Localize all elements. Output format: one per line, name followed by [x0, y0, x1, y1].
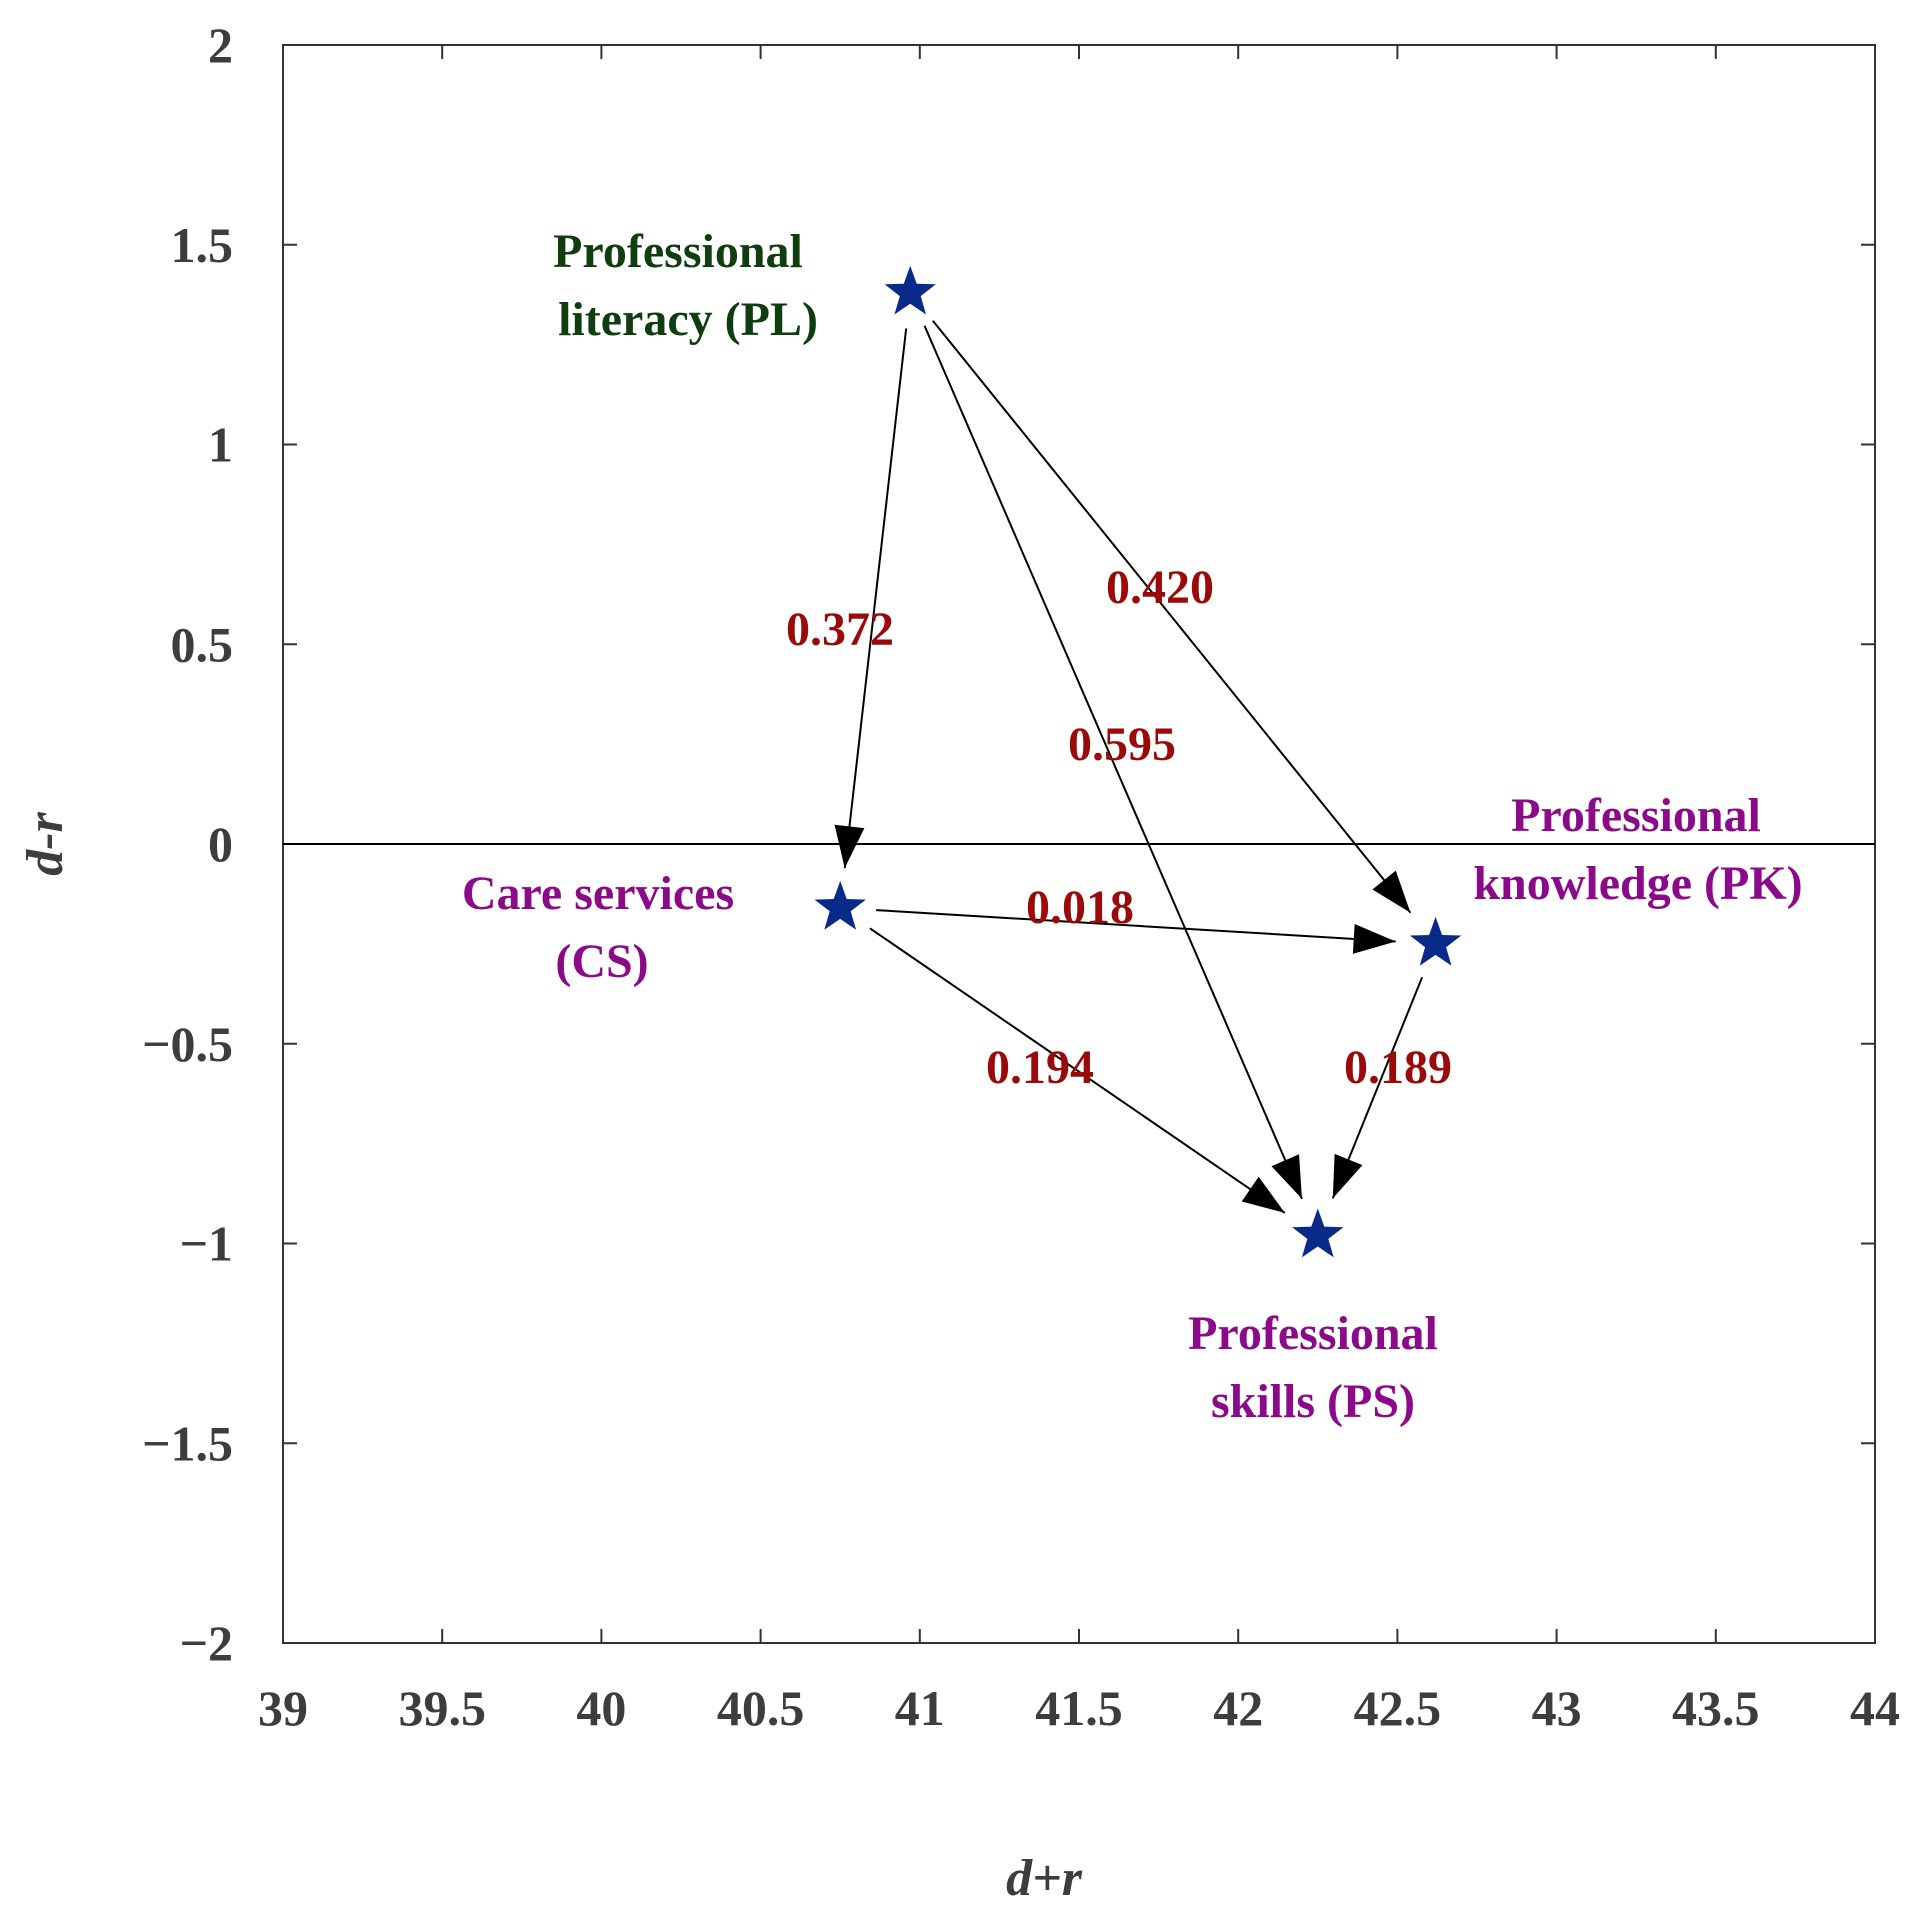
star-marker-ps — [1292, 1208, 1344, 1258]
y-tick-label: −1.5 — [142, 1415, 233, 1471]
x-tick-label: 39.5 — [398, 1680, 486, 1736]
x-axis-title: d+r — [1006, 1850, 1083, 1907]
edge-line-pl-cs — [843, 328, 908, 869]
star-marker-cs — [814, 880, 866, 930]
x-tick-label: 40.5 — [717, 1680, 805, 1736]
x-tick-label: 43 — [1532, 1680, 1582, 1736]
arrowhead-cs-ps — [1241, 1176, 1285, 1213]
x-tick-label: 40 — [576, 1680, 626, 1736]
node-label-cs: Care services — [462, 867, 734, 920]
star-marker-pk — [1409, 916, 1462, 966]
node-label-ps: Professional — [1188, 1307, 1438, 1360]
edge-value-label: 0.420 — [1106, 561, 1214, 614]
y-tick-label: −0.5 — [142, 1016, 233, 1072]
x-tick-label: 43.5 — [1672, 1680, 1760, 1736]
y-tick-label: 2 — [208, 17, 233, 73]
node-label-pl: literacy (PL) — [558, 293, 818, 346]
x-tick-label: 39 — [258, 1680, 308, 1736]
edge-line-cs-pk — [876, 909, 1396, 943]
edge-line-pl-pk — [932, 320, 1412, 914]
y-tick-label: 0 — [208, 816, 233, 872]
y-tick-label: 0.5 — [171, 616, 234, 672]
x-tick-label: 41.5 — [1035, 1680, 1123, 1736]
edge-value-label: 0.595 — [1068, 718, 1176, 771]
node-label-cs: (CS) — [555, 935, 648, 988]
x-tick-label: 44 — [1850, 1680, 1900, 1736]
y-tick-label: 1 — [208, 417, 233, 473]
edge-value-label: 0.372 — [786, 603, 894, 656]
edge-line-pl-ps — [923, 325, 1303, 1200]
arrowhead-pl-ps — [1271, 1154, 1302, 1199]
node-label-ps: skills (PS) — [1211, 1375, 1415, 1428]
edge-value-label: 0.189 — [1344, 1041, 1452, 1094]
edges-layer — [834, 320, 1424, 1214]
axis-ticks: 39 39.5 40 40.5 41 41.5 42 42.5 43 43.5 44 2 1.5 1 0.5… — [142, 17, 1900, 1736]
x-tick-label: 42.5 — [1354, 1680, 1442, 1736]
arrowhead-pk-ps — [1332, 1153, 1363, 1199]
x-tick-label: 42 — [1213, 1680, 1263, 1736]
y-tick-label: 1.5 — [171, 217, 234, 273]
edge-value-label: 0.194 — [986, 1041, 1094, 1094]
x-tick-label: 41 — [895, 1680, 945, 1736]
y-tick-label: −1 — [180, 1216, 234, 1272]
edge-value-label: 0.018 — [1026, 881, 1134, 934]
y-tick-label: −2 — [180, 1615, 234, 1671]
arrowhead-pl-pk — [1372, 870, 1411, 913]
node-label-pk: Professional — [1511, 789, 1761, 842]
arrowhead-cs-pk — [1352, 923, 1396, 954]
arrowhead-pl-cs — [834, 824, 865, 869]
y-axis-title: d-r — [17, 811, 74, 875]
labels-layer: 0.372 0.595 0.420 0.018 0.194 0.189 Profession… — [462, 225, 1803, 1428]
edge-line-cs-ps — [869, 927, 1286, 1214]
star-marker-pl — [884, 265, 936, 315]
node-label-pk: knowledge (PK) — [1473, 857, 1802, 910]
points-layer — [814, 265, 1462, 1258]
node-label-pl: Professional — [553, 225, 803, 278]
